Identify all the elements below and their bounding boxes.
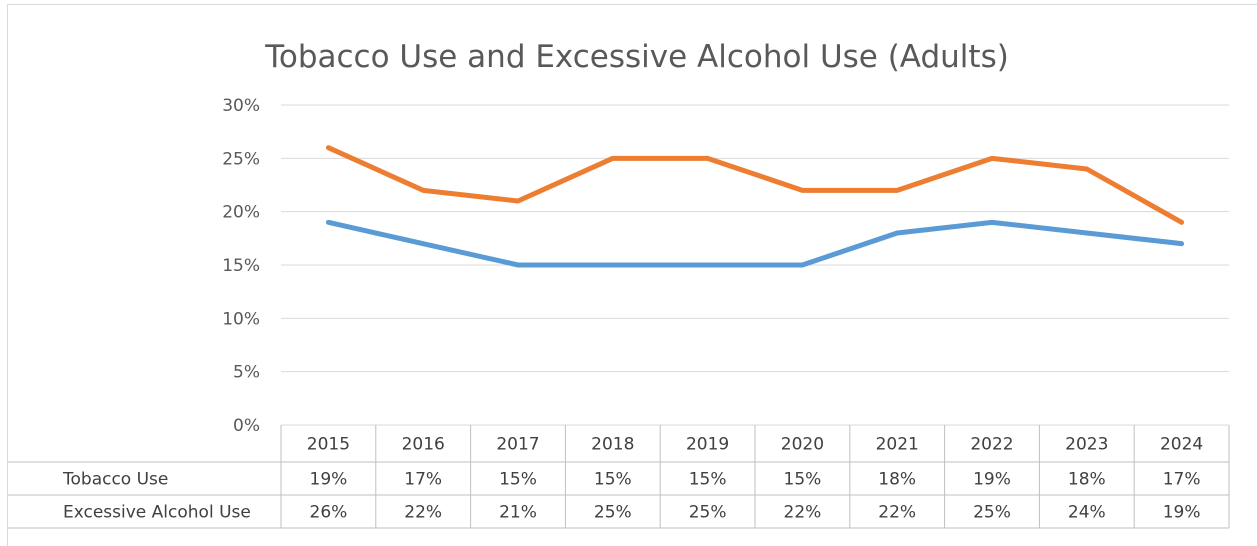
x-tick-label: 2015	[307, 435, 350, 455]
y-tick-label: 30%	[222, 96, 260, 116]
series-name-label: Tobacco Use	[62, 470, 168, 490]
data-table: 2015 2016 2017 2018 2019 2020 2021 2022 2023 2024…	[8, 425, 1230, 529]
line-chart: Tobacco Use and Excessive Alcohol Use (A…	[8, 39, 1230, 529]
y-axis-ticks: 0% 5% 10% 15% 20% 25% 30%	[222, 96, 260, 436]
x-tick-label: 2023	[1065, 435, 1108, 455]
data-label: 18%	[878, 470, 916, 490]
chart-frame: Tobacco Use and Excessive Alcohol Use (A…	[7, 4, 1257, 546]
data-label: 15%	[784, 470, 822, 490]
data-label: 15%	[689, 470, 727, 490]
data-label: 25%	[973, 503, 1011, 523]
y-tick-label: 20%	[222, 203, 260, 223]
x-tick-label: 2021	[876, 435, 919, 455]
data-label: 22%	[404, 503, 442, 523]
data-label: 17%	[1163, 470, 1201, 490]
y-tick-label: 25%	[222, 149, 260, 169]
data-label: 24%	[1068, 503, 1106, 523]
data-label: 18%	[1068, 470, 1106, 490]
y-tick-label: 15%	[222, 256, 260, 276]
gridlines	[281, 104, 1229, 426]
x-tick-label: 2016	[402, 435, 445, 455]
chart-title: Tobacco Use and Excessive Alcohol Use (A…	[264, 39, 1009, 75]
series-line-1	[325, 219, 1185, 268]
x-tick-label: 2024	[1160, 435, 1203, 455]
x-tick-label: 2022	[970, 435, 1013, 455]
data-label: 25%	[689, 503, 727, 523]
data-label: 15%	[594, 470, 632, 490]
y-tick-label: 0%	[233, 416, 260, 436]
data-label: 21%	[499, 503, 537, 523]
x-tick-label: 2020	[781, 435, 824, 455]
series-name-label: Excessive Alcohol Use	[63, 503, 251, 523]
data-label: 19%	[973, 470, 1011, 490]
series-line-2	[325, 145, 1185, 225]
data-label: 22%	[784, 503, 822, 523]
y-tick-label: 5%	[233, 363, 260, 383]
series-lines	[325, 145, 1185, 268]
x-tick-label: 2019	[686, 435, 729, 455]
data-label: 19%	[1163, 503, 1201, 523]
x-tick-label: 2017	[496, 435, 539, 455]
data-label: 15%	[499, 470, 537, 490]
data-label: 26%	[310, 503, 348, 523]
data-label: 22%	[878, 503, 916, 523]
data-label: 19%	[310, 470, 348, 490]
x-tick-label: 2018	[591, 435, 634, 455]
data-label: 25%	[594, 503, 632, 523]
data-label: 17%	[404, 470, 442, 490]
y-tick-label: 10%	[222, 309, 260, 329]
